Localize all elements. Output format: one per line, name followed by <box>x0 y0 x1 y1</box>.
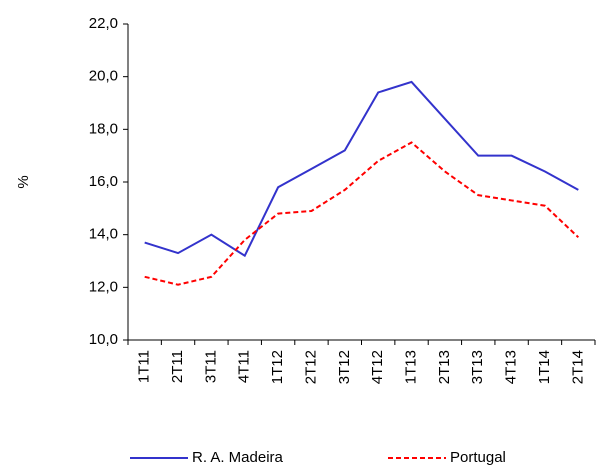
x-tick-label: 1T11 <box>136 350 153 383</box>
y-tick-label: 20,0 <box>89 68 118 85</box>
y-tick-label: 14,0 <box>89 226 118 243</box>
x-tick-label: 4T12 <box>369 350 386 384</box>
y-tick-label: 18,0 <box>89 120 118 137</box>
x-tick-label: 2T14 <box>569 350 586 384</box>
x-tick-label: 2T13 <box>436 350 453 384</box>
y-tick-label: 16,0 <box>89 173 118 190</box>
x-tick-label: 3T11 <box>202 350 219 383</box>
y-tick-label: 12,0 <box>89 278 118 295</box>
x-tick-label: 1T14 <box>536 350 553 384</box>
x-tick-label: 3T13 <box>469 350 486 384</box>
line-series <box>144 80 579 258</box>
line-series <box>144 141 580 286</box>
x-tick-label: 1T13 <box>403 350 420 384</box>
y-axis-label: % <box>15 175 32 188</box>
y-tick-label: 22,0 <box>89 15 118 32</box>
x-tick-label: 3T12 <box>336 350 353 384</box>
legend-label: R. A. Madeira <box>192 449 284 466</box>
x-tick-label: 4T13 <box>503 350 520 384</box>
legend-label: Portugal <box>450 449 506 466</box>
y-tick-label: 10,0 <box>89 331 118 348</box>
x-tick-label: 2T11 <box>169 350 186 383</box>
x-tick-label: 2T12 <box>302 350 319 384</box>
x-tick-label: 4T11 <box>236 350 253 383</box>
x-tick-label: 1T12 <box>269 350 286 384</box>
